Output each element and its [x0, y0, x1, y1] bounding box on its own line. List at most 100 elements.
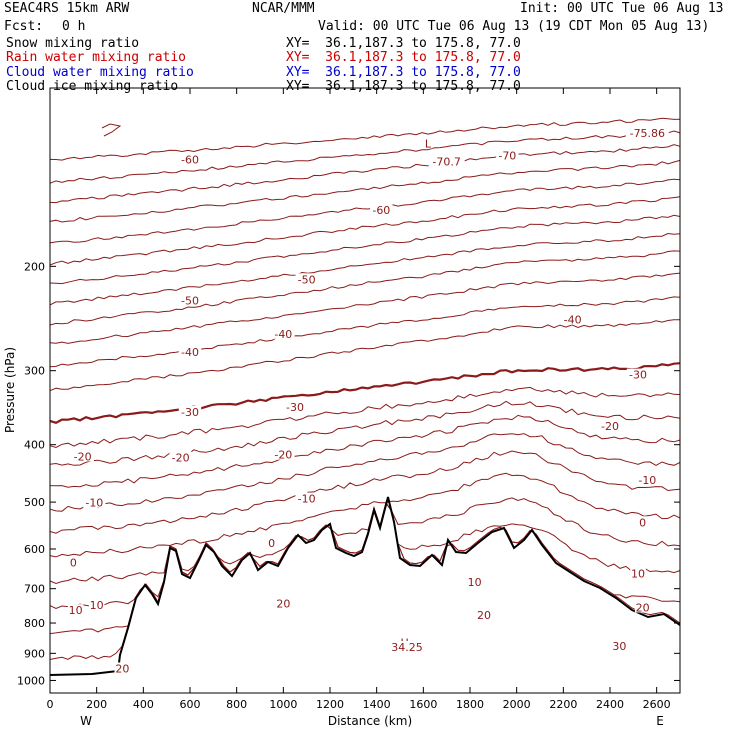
contour-label-bg: [283, 400, 307, 412]
contour-label-bg: [272, 327, 295, 339]
contour-label-bg: [466, 575, 483, 587]
field-name-snow: Snow mixing ratio: [6, 36, 140, 51]
contour-label-bg: [598, 420, 622, 432]
field-name-cloud-water: Cloud water mixing ratio: [6, 65, 194, 80]
contour-label: -10: [298, 493, 316, 506]
contour-label: -40: [274, 328, 292, 341]
contour-label: -20: [274, 449, 292, 462]
contour-label-bg: [626, 368, 650, 380]
contour-label: -10: [638, 474, 656, 487]
contour-label: -70: [498, 149, 516, 162]
x-axis-ticks: 0 200 400 600 800 1000 1200 1400 1600 1800 2000 220…: [47, 88, 671, 711]
x-tick-label: 1600: [409, 698, 437, 711]
contour-label-bg: [370, 204, 393, 216]
contour-label-bg: [178, 405, 202, 417]
valid-time: Valid: 00 UTC Tue 06 Aug 13 (19 CDT Mon …: [318, 19, 710, 34]
west-label: W: [80, 714, 92, 728]
contour-label-bg: [272, 448, 295, 460]
contour-label: 10: [631, 567, 645, 580]
contour-line: [49, 159, 681, 223]
contour-label: 20: [276, 598, 290, 611]
contour-label-bg: [561, 313, 584, 325]
contour-label: -60: [372, 204, 390, 217]
y-tick-label: 600: [24, 543, 45, 556]
contour-label: -75.86: [630, 127, 665, 140]
contour-line: [49, 472, 681, 558]
x-tick-label: 1200: [316, 698, 344, 711]
y-tick-label: 300: [24, 365, 45, 378]
contour-label-bg: [178, 153, 202, 165]
contour-line: [49, 296, 681, 368]
y-tick-label: 500: [24, 496, 45, 509]
contour-label-bg: [178, 345, 202, 357]
contour-label: 10: [90, 599, 104, 612]
x-tick-label: 600: [180, 698, 201, 711]
contour-label-bg: [68, 556, 78, 568]
contour-line: [49, 144, 681, 204]
x-tick-label: 2600: [643, 698, 671, 711]
contour-label: 20: [636, 601, 650, 614]
contour-label: 0: [639, 516, 646, 529]
contour-line: [49, 178, 681, 244]
contour-label-bg: [178, 294, 202, 306]
contour-line: [49, 214, 681, 285]
field-xy-cloud-water: XY= 36.1,187.3 to 175.8, 77.0: [286, 65, 521, 80]
x-tick-label: 2200: [549, 698, 577, 711]
contour-label-bg: [295, 492, 318, 504]
x-tick-label: 400: [133, 698, 154, 711]
contour-label-bg: [630, 567, 646, 579]
contour-label: -40: [564, 314, 582, 327]
contour-label-bg: [428, 155, 465, 167]
contour-label-bg: [114, 662, 131, 674]
contour-label: -60: [181, 153, 199, 166]
contour-line: [49, 400, 681, 466]
y-axis-label: Pressure (hPa): [3, 347, 17, 433]
x-tick-label: 0: [47, 698, 54, 711]
contour-label: -20: [172, 452, 190, 465]
contour-label-bg: [625, 126, 669, 138]
contour-label-bg: [611, 639, 628, 651]
x-tick-label: 200: [86, 698, 107, 711]
contour-line: [49, 450, 681, 534]
y-tick-label: 400: [24, 439, 45, 452]
contour-line: [49, 433, 681, 512]
contour-label: -40: [181, 346, 199, 359]
contour-label-bg: [295, 273, 318, 285]
contour-line: [49, 414, 681, 488]
contour-label: 34.25: [391, 641, 423, 654]
model-title: SEAC4RS 15km ARW: [4, 1, 130, 16]
contour-label: 20: [477, 609, 491, 622]
contour-label: -20: [601, 420, 619, 433]
terrain: [49, 496, 681, 676]
contour-line: [49, 386, 681, 449]
contour-label: 20: [115, 662, 129, 675]
contour-label: -50: [181, 294, 199, 307]
plot-frame: [49, 87, 681, 694]
contour-label: -30: [286, 401, 304, 414]
field-xy-snow: XY= 36.1,187.3 to 175.8, 77.0: [286, 36, 521, 51]
forecast-hour: 0 h: [62, 19, 86, 34]
contour-line: [49, 232, 681, 306]
contour-line: [49, 501, 681, 635]
contour-label: 10: [468, 576, 482, 589]
temperature-contours: [49, 117, 681, 660]
contour-label-bg: [638, 516, 648, 528]
contour-label-bg: [267, 537, 277, 549]
contour-label: L: [425, 137, 432, 150]
x-tick-label: 1400: [363, 698, 391, 711]
contour-label-bg: [476, 609, 492, 621]
y-tick-label: 700: [24, 583, 45, 596]
terrain-line: [49, 496, 681, 676]
contour-label: 10: [69, 604, 83, 617]
y-tick-label: 200: [24, 260, 45, 273]
x-tick-label: 1000: [269, 698, 297, 711]
x-axis-label: Distance (km): [328, 714, 412, 728]
contour-line: [49, 196, 681, 266]
contour-label: -70.7: [432, 155, 460, 168]
contour-label-bg: [67, 604, 84, 616]
contour-line: [49, 319, 681, 392]
field-name-cloud-ice: Cloud ice mixing ratio: [6, 79, 179, 94]
field-xy-rain: XY= 36.1,187.3 to 175.8, 77.0: [286, 50, 521, 65]
contour-label-bg: [389, 641, 425, 653]
